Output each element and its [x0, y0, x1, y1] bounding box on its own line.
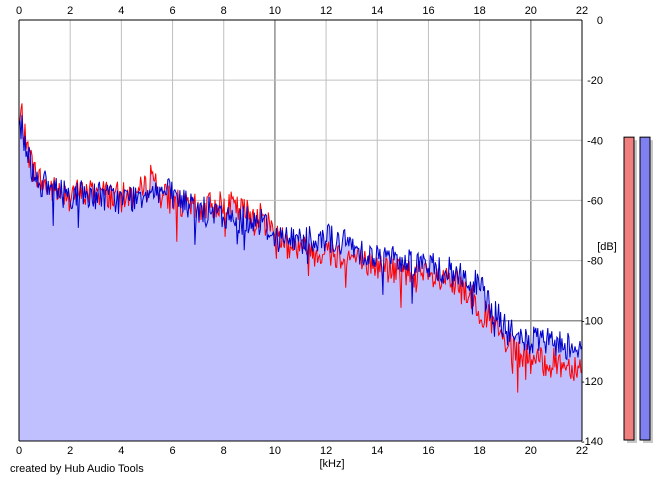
y-tick-label: -80	[587, 256, 603, 268]
x-tick-label-top: 20	[525, 5, 537, 17]
axes	[18, 19, 583, 442]
y-tick-label: -40	[587, 135, 603, 147]
x-tick-label-bottom: 6	[169, 445, 175, 457]
y-tick-label: -60	[587, 195, 603, 207]
x-tick-label-top: 8	[221, 5, 227, 17]
x-tick-label-bottom: 16	[422, 445, 434, 457]
x-tick-label-bottom: 2	[67, 445, 73, 457]
x-tick-label-bottom: 14	[371, 445, 383, 457]
x-tick-label-top: 12	[320, 5, 332, 17]
y-tick-label: -120	[581, 376, 603, 388]
y-tick-label: -20	[587, 75, 603, 87]
x-tick-label-top: 0	[16, 5, 22, 17]
y-tick-label: -140	[581, 436, 603, 448]
x-tick-label-bottom: 0	[16, 445, 22, 457]
x-axis-unit-label: [kHz]	[319, 458, 344, 470]
x-tick-label-top: 10	[269, 5, 281, 17]
x-tick-label-top: 18	[474, 5, 486, 17]
x-tick-label-top: 6	[169, 5, 175, 17]
y-axis-unit-label: [dB]	[597, 241, 617, 253]
x-tick-label-bottom: 18	[474, 445, 486, 457]
x-tick-label-top: 2	[67, 5, 73, 17]
tick-labels: 002244668810101212141416161818202022220-…	[16, 5, 603, 457]
y-tick-label: -100	[581, 316, 603, 328]
x-tick-label-bottom: 20	[525, 445, 537, 457]
credit-caption: created by Hub Audio Tools	[10, 463, 144, 475]
x-tick-label-top: 4	[118, 5, 124, 17]
x-tick-label-top: 16	[422, 5, 434, 17]
x-tick-label-top: 14	[371, 5, 383, 17]
x-tick-label-bottom: 22	[576, 445, 588, 457]
spectrum-lines	[18, 103, 583, 393]
x-tick-label-bottom: 10	[269, 445, 281, 457]
x-tick-label-bottom: 8	[221, 445, 227, 457]
series-line-left-channel	[18, 103, 583, 393]
x-tick-label-top: 22	[576, 5, 588, 17]
level-meters	[623, 136, 653, 443]
y-tick-label: 0	[597, 15, 603, 27]
x-tick-label-bottom: 4	[118, 445, 124, 457]
x-tick-label-bottom: 12	[320, 445, 332, 457]
series-line-right-channel	[18, 114, 583, 361]
level-meter-right	[639, 136, 651, 441]
level-meter-left	[623, 136, 635, 441]
